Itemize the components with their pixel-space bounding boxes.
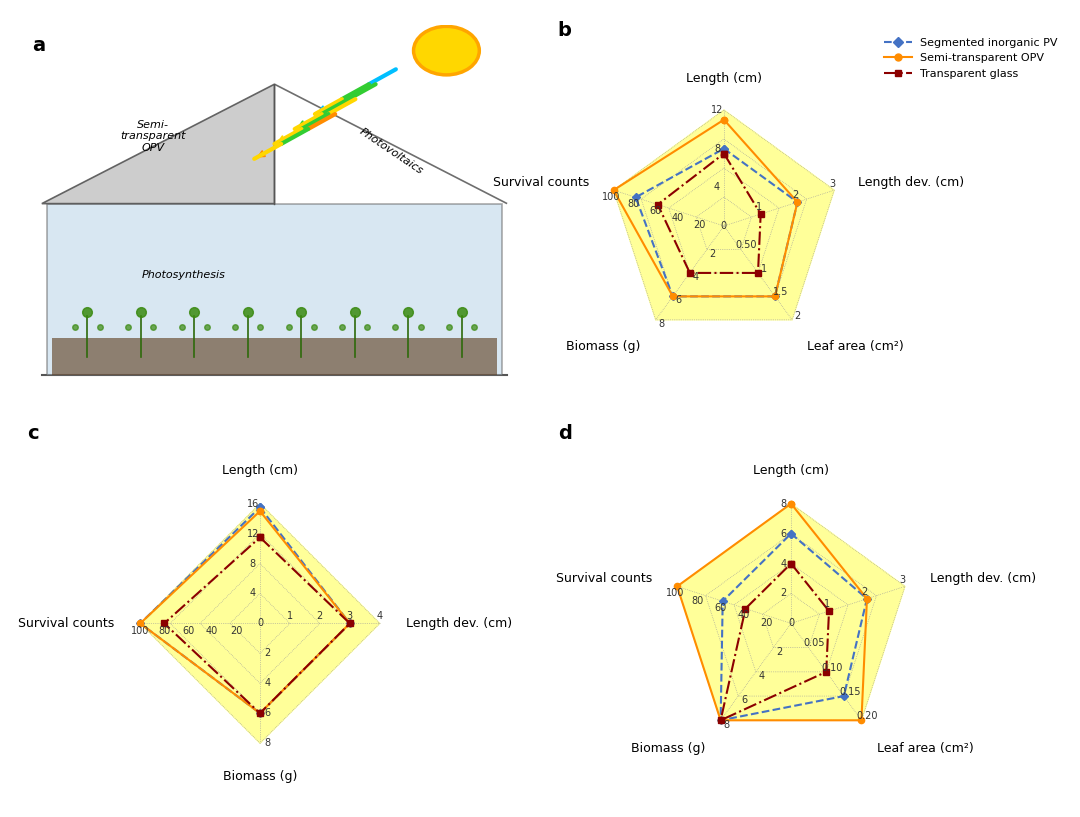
Text: 60: 60 <box>183 626 194 636</box>
Text: 8: 8 <box>724 720 729 730</box>
Text: 0.05: 0.05 <box>804 638 825 649</box>
Text: 4: 4 <box>714 182 720 192</box>
Text: 2: 2 <box>264 649 270 659</box>
Text: 100: 100 <box>603 192 621 202</box>
Text: Length dev. (cm): Length dev. (cm) <box>406 617 512 630</box>
Text: 3: 3 <box>829 179 835 189</box>
FancyBboxPatch shape <box>52 338 497 375</box>
Text: 8: 8 <box>714 144 720 154</box>
Text: a: a <box>31 36 45 55</box>
Text: Semi-
transparent
OPV: Semi- transparent OPV <box>120 120 186 153</box>
Text: 20: 20 <box>693 221 706 230</box>
Text: 2: 2 <box>316 611 323 621</box>
Text: 100: 100 <box>665 588 684 598</box>
Polygon shape <box>677 503 905 721</box>
Text: 80: 80 <box>627 199 639 209</box>
Text: 100: 100 <box>131 626 149 636</box>
Text: 2: 2 <box>795 310 801 321</box>
Polygon shape <box>140 503 380 743</box>
Text: 60: 60 <box>714 603 727 613</box>
Text: 6: 6 <box>675 296 681 306</box>
Text: 8: 8 <box>781 498 787 509</box>
Text: 1: 1 <box>756 203 761 212</box>
Text: 2: 2 <box>781 588 787 599</box>
Text: 4: 4 <box>265 678 270 688</box>
Text: 8: 8 <box>265 739 270 748</box>
Text: 60: 60 <box>649 206 662 217</box>
Text: 0.10: 0.10 <box>822 663 842 672</box>
Text: 6: 6 <box>265 708 270 718</box>
Text: 0.15: 0.15 <box>839 687 861 697</box>
Text: 80: 80 <box>158 626 171 636</box>
Text: Length (cm): Length (cm) <box>686 72 761 84</box>
Text: 0.50: 0.50 <box>735 240 757 250</box>
Text: 1.5: 1.5 <box>773 288 788 297</box>
Text: 0.20: 0.20 <box>856 711 878 721</box>
FancyBboxPatch shape <box>46 203 502 375</box>
Text: 40: 40 <box>206 626 218 636</box>
Text: 1: 1 <box>824 599 829 609</box>
Text: Photosynthesis: Photosynthesis <box>141 270 226 279</box>
Text: 80: 80 <box>691 596 704 605</box>
Text: Leaf area (cm²): Leaf area (cm²) <box>877 742 974 755</box>
Text: Biomass (g): Biomass (g) <box>222 770 297 783</box>
Text: Length dev. (cm): Length dev. (cm) <box>859 176 964 189</box>
Text: Biomass (g): Biomass (g) <box>566 341 640 354</box>
Text: Photovoltaics: Photovoltaics <box>357 127 424 176</box>
Text: 4: 4 <box>377 611 382 621</box>
Text: Length dev. (cm): Length dev. (cm) <box>930 572 1036 585</box>
Text: 16: 16 <box>246 498 259 509</box>
Text: c: c <box>27 424 38 443</box>
Text: 6: 6 <box>741 695 747 705</box>
Text: 4: 4 <box>758 671 765 681</box>
Text: 2: 2 <box>710 248 716 258</box>
Text: 2: 2 <box>777 647 782 657</box>
Text: 20: 20 <box>760 618 772 627</box>
Text: Length (cm): Length (cm) <box>753 464 829 477</box>
Text: 6: 6 <box>781 529 787 538</box>
Text: Biomass (g): Biomass (g) <box>631 742 705 755</box>
Text: 0: 0 <box>720 221 727 231</box>
Text: d: d <box>557 424 571 443</box>
Text: Length (cm): Length (cm) <box>222 464 298 477</box>
Text: b: b <box>557 20 571 40</box>
Text: 2: 2 <box>792 190 798 200</box>
Text: 8: 8 <box>659 319 664 329</box>
Text: 4: 4 <box>249 588 256 599</box>
Text: 4: 4 <box>781 559 787 569</box>
Text: 20: 20 <box>230 626 242 636</box>
Text: 1: 1 <box>760 264 767 274</box>
Text: 8: 8 <box>249 559 256 569</box>
Text: 0: 0 <box>788 618 794 628</box>
Text: 3: 3 <box>900 574 906 585</box>
Text: 40: 40 <box>738 610 750 620</box>
Text: 3: 3 <box>347 611 353 621</box>
Text: 40: 40 <box>672 213 684 223</box>
Legend: Segmented inorganic PV, Semi-transparent OPV, Transparent glass: Segmented inorganic PV, Semi-transparent… <box>883 38 1058 78</box>
Text: Survival counts: Survival counts <box>494 176 590 189</box>
Polygon shape <box>42 84 274 203</box>
Text: 4: 4 <box>692 272 699 282</box>
Text: Survival counts: Survival counts <box>17 617 113 630</box>
Text: 0: 0 <box>257 618 264 628</box>
Circle shape <box>414 26 480 75</box>
Text: 2: 2 <box>862 587 868 597</box>
Text: 1: 1 <box>287 611 293 621</box>
Text: Leaf area (cm²): Leaf area (cm²) <box>807 341 904 354</box>
Text: Survival counts: Survival counts <box>556 572 652 585</box>
Polygon shape <box>613 110 834 319</box>
Text: 12: 12 <box>711 105 724 115</box>
Text: 12: 12 <box>246 529 259 538</box>
Polygon shape <box>274 84 508 203</box>
